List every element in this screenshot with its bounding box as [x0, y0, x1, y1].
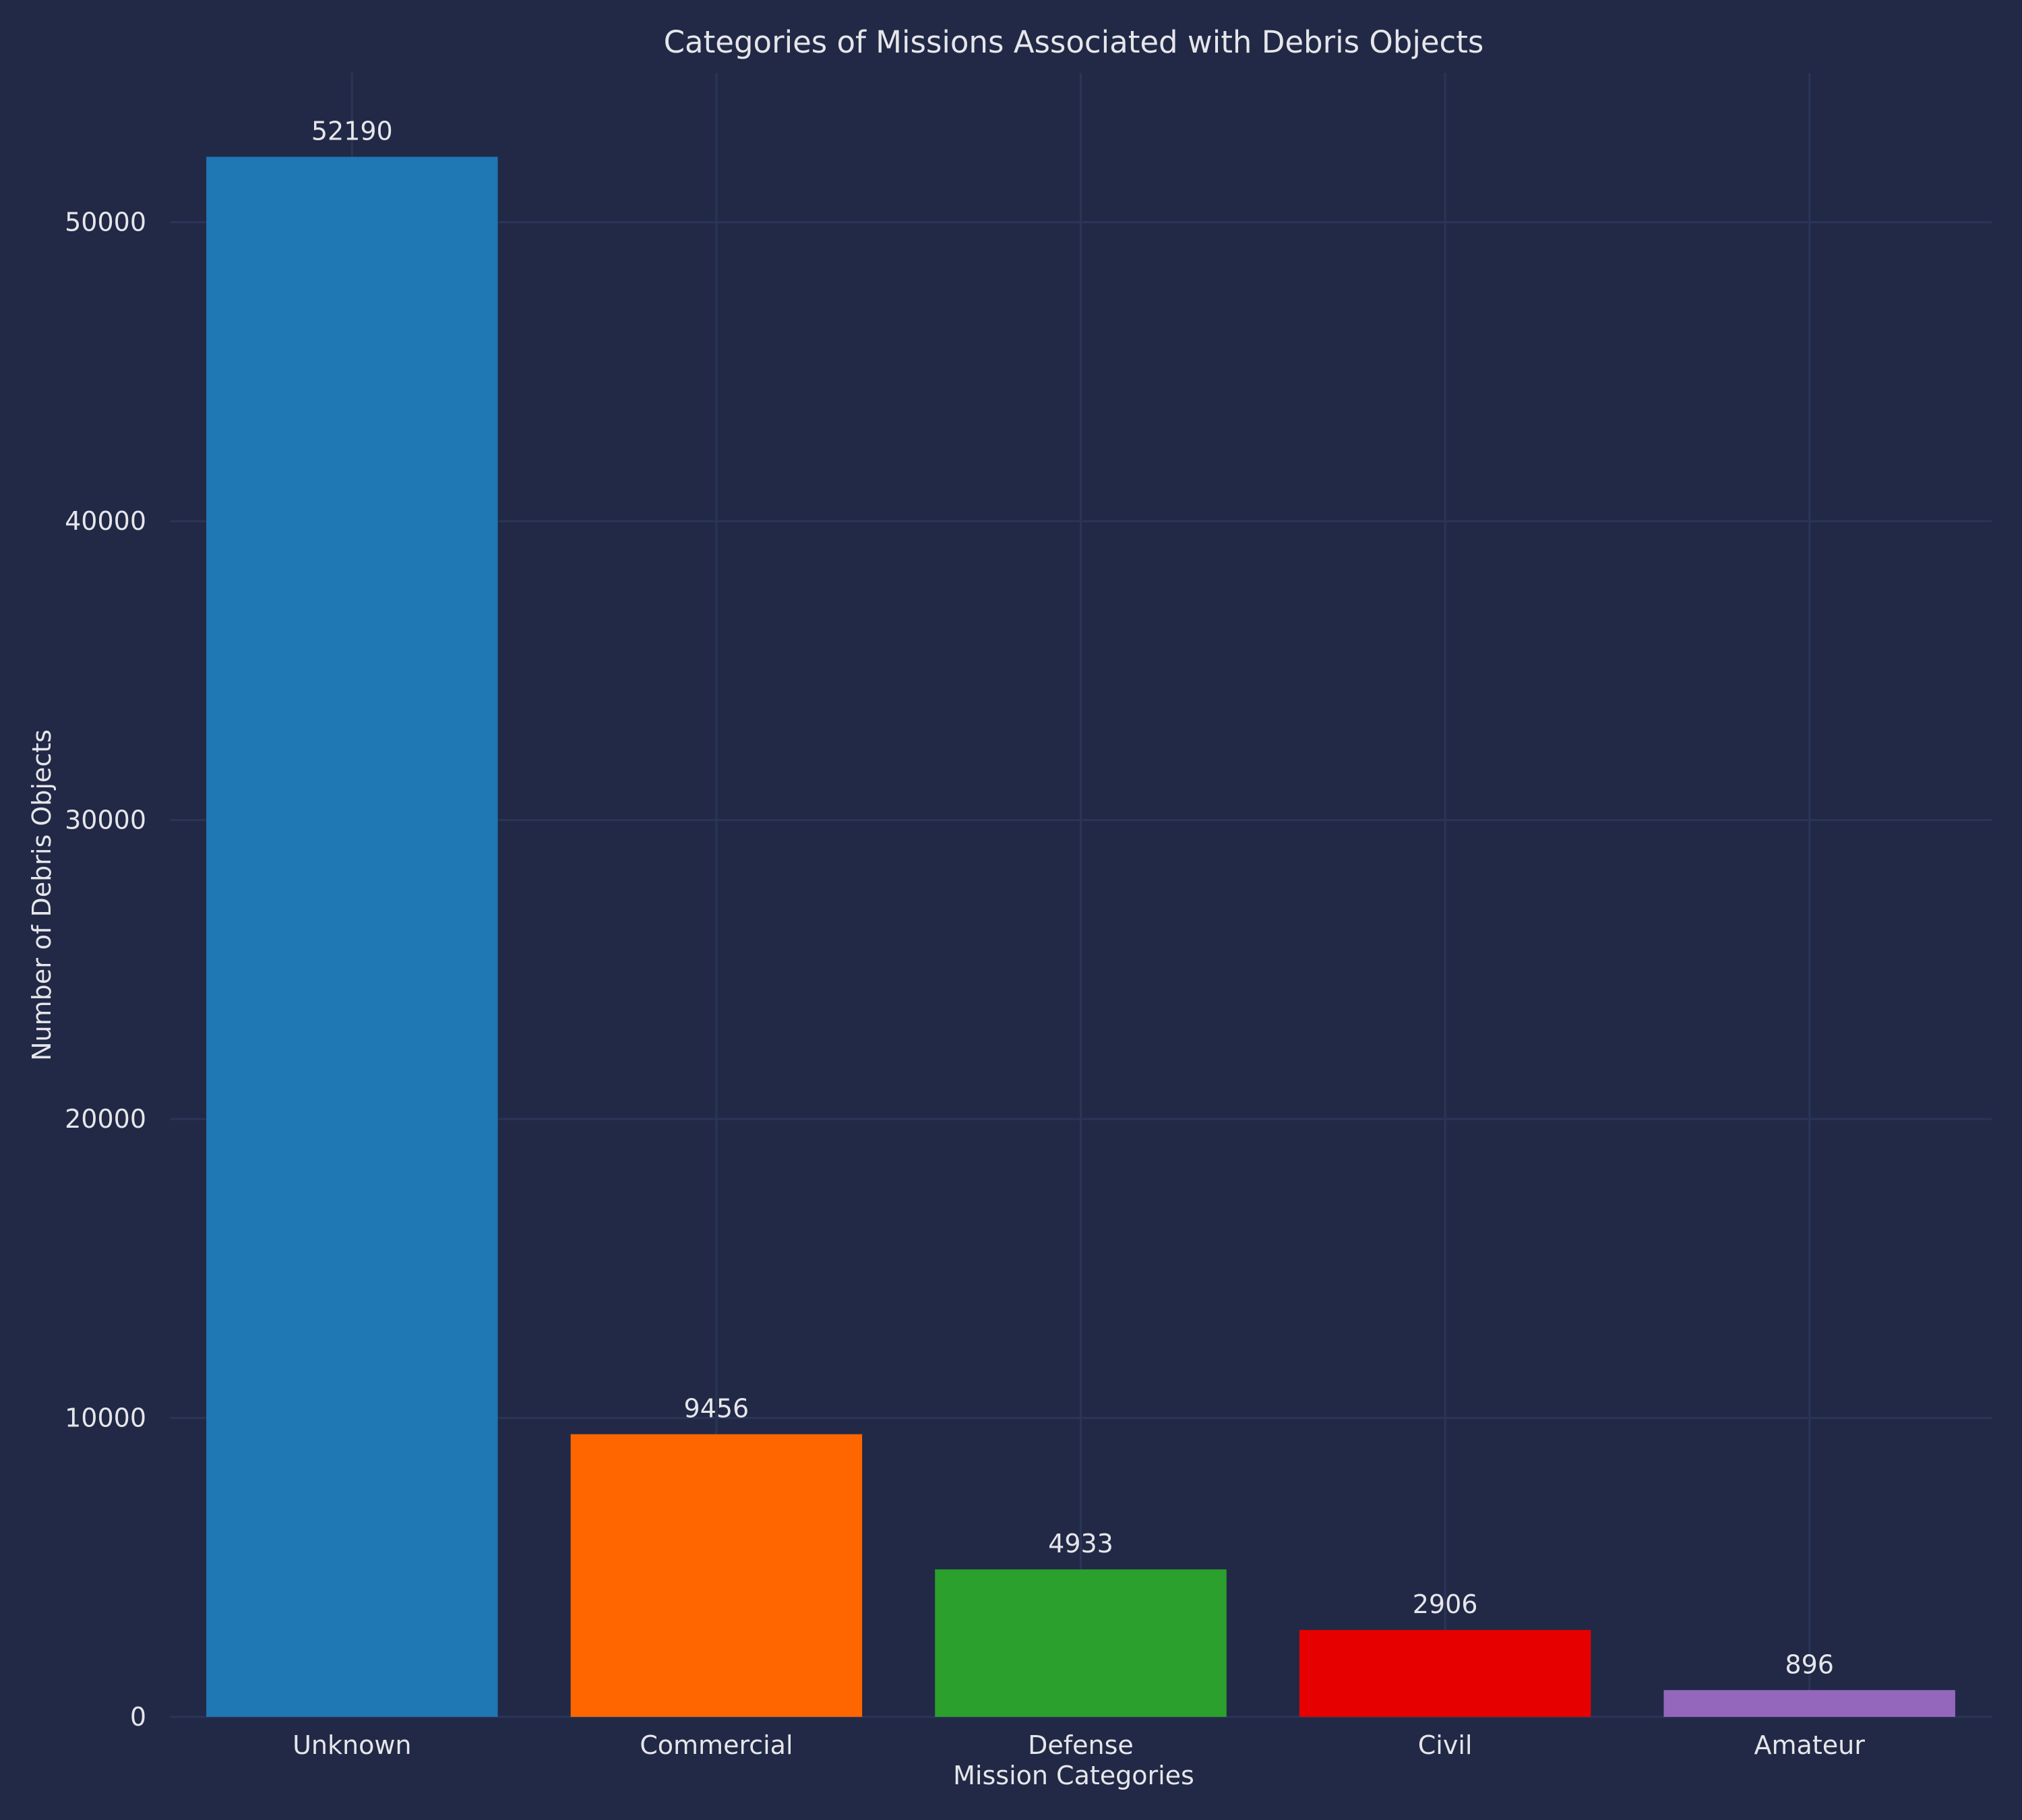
bar-value-label: 9456: [684, 1394, 749, 1424]
bar-commercial: [570, 1434, 863, 1717]
bar-value-label: 896: [1785, 1649, 1834, 1679]
bar-value-label: 4933: [1048, 1529, 1113, 1558]
x-tick-label: Commercial: [640, 1730, 793, 1760]
y-tick-label: 40000: [65, 506, 146, 536]
x-tick-label: Amateur: [1754, 1730, 1866, 1760]
y-tick-label: 0: [130, 1702, 146, 1732]
x-tick-label: Defense: [1028, 1730, 1134, 1760]
bar-amateur: [1663, 1690, 1955, 1717]
bar-value-labels: 52190 9456 4933 2906 896: [311, 117, 1834, 1680]
y-tick-label: 10000: [65, 1403, 146, 1433]
x-tick-label: Civil: [1418, 1730, 1473, 1760]
x-tick-label: Unknown: [293, 1730, 411, 1760]
chart-title: Categories of Missions Associated with D…: [664, 24, 1484, 60]
bar-defense: [935, 1569, 1227, 1717]
y-axis-label: Number of Debris Objects: [27, 729, 57, 1061]
x-axis-label: Mission Categories: [953, 1761, 1194, 1790]
bar-civil: [1299, 1630, 1591, 1717]
y-tick-label: 30000: [65, 806, 146, 835]
bar-unknown: [206, 156, 498, 1717]
bar-value-label: 52190: [311, 117, 393, 146]
x-axis-ticks: Unknown Commercial Defense Civil Amateur: [293, 1730, 1865, 1760]
bar-value-label: 2906: [1413, 1589, 1478, 1619]
bars: [206, 156, 1955, 1717]
y-tick-label: 50000: [65, 208, 146, 237]
y-axis-ticks: 0 10000 20000 30000 40000 50000: [65, 208, 146, 1732]
y-tick-label: 20000: [65, 1104, 146, 1134]
